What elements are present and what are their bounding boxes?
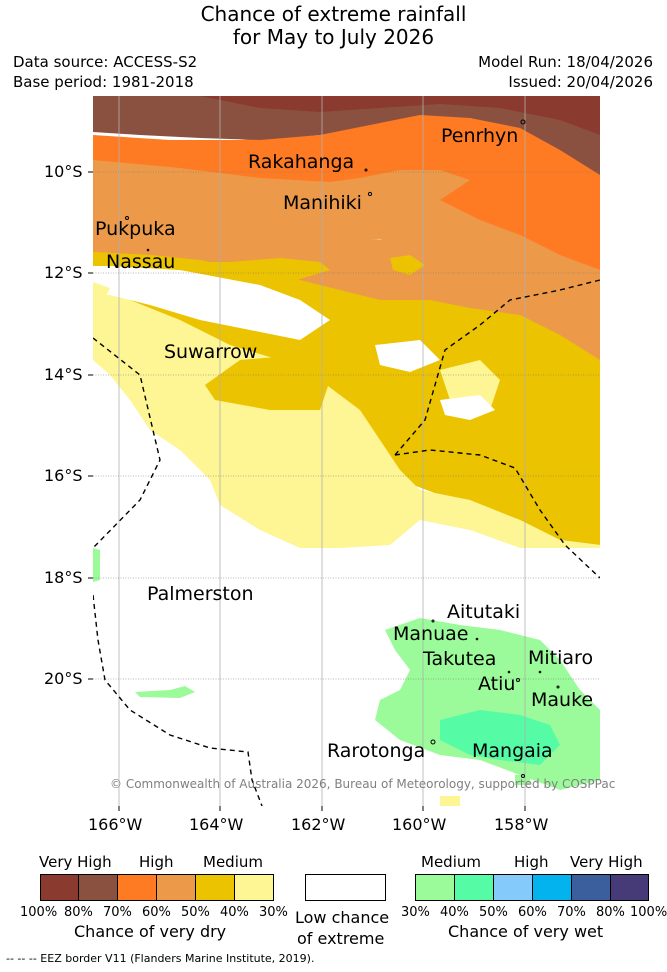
eez-note: -- -- -- EEZ border V11 (Flanders Marine… <box>6 952 315 965</box>
zone-wet-30-40-left <box>93 548 100 582</box>
swatch-dry-80-70 <box>78 874 118 901</box>
zone-dry-100-80 <box>200 96 600 135</box>
model-run: Model Run: 18/04/2026 <box>478 53 653 71</box>
lat-label-14s: 14°S <box>44 365 83 384</box>
dry-header-high: High <box>139 853 174 871</box>
lon-label-166w: 166°W <box>88 815 143 834</box>
lat-label-16s: 16°S <box>44 466 83 485</box>
lat-label-12s: 12°S <box>44 263 83 282</box>
swatch-wet-60-70 <box>532 874 572 901</box>
zone-low-patch2 <box>440 395 495 420</box>
swatch-wet-70-80 <box>571 874 611 901</box>
dry-pct-80: 80% <box>64 905 93 920</box>
map-title-line2: for May to July 2026 <box>232 25 435 49</box>
zone-dry-60-50-strip <box>93 160 470 205</box>
eez-border <box>93 279 600 806</box>
wet-header-very-high: Very High <box>570 853 643 871</box>
swatch-dry-40-30 <box>234 874 274 901</box>
place-aitutaki: Aitutaki <box>447 601 521 623</box>
zone-wet-30-40-bottom <box>515 775 530 785</box>
graticule <box>118 96 526 806</box>
place-palmerston: Palmerston <box>147 583 254 605</box>
swatch-dry-100-80 <box>40 874 79 901</box>
place-atiu: Atiu <box>478 673 516 695</box>
zone-dry-50-40-nassau <box>93 252 330 282</box>
swatch-low-chance <box>305 874 386 901</box>
wet-header-medium: Medium <box>421 853 481 871</box>
place-pukpuka: Pukpuka <box>95 218 176 240</box>
dry-caption: Chance of very dry <box>74 922 227 941</box>
wet-pct-100: 100% <box>630 905 667 920</box>
zone-wet-40-50 <box>440 710 560 765</box>
wet-pct-30: 30% <box>401 905 430 920</box>
swatch-wet-30-40 <box>415 874 455 901</box>
place-suwarrow: Suwarrow <box>164 341 258 363</box>
swatch-dry-60-50 <box>156 874 196 901</box>
zone-low-patch <box>375 340 440 372</box>
place-rakahanga: Rakahanga <box>248 151 355 173</box>
dry-header-medium: Medium <box>203 853 263 871</box>
island-outlines <box>125 119 560 778</box>
wet-pct-60: 60% <box>518 905 547 920</box>
wet-pct-40: 40% <box>440 905 469 920</box>
base-period: Base period: 1981-2018 <box>13 73 194 91</box>
place-manuae: Manuae <box>393 623 469 645</box>
swatch-dry-70-60 <box>117 874 157 901</box>
issued-date: Issued: 20/04/2026 <box>508 73 653 91</box>
map-field <box>93 96 600 806</box>
place-rarotonga: Rarotonga <box>327 740 426 762</box>
axis-ticks <box>88 171 526 811</box>
place-manihiki: Manihiki <box>283 192 362 214</box>
zone-wet-30-40-strip <box>135 686 195 698</box>
lon-label-160w: 160°W <box>392 815 447 834</box>
low-caption-line1: Low chance <box>295 908 390 927</box>
lat-label-20s: 20°S <box>44 669 83 688</box>
swatch-wet-50-60 <box>493 874 533 901</box>
lat-label-10s: 10°S <box>44 162 83 181</box>
place-takutea: Takutea <box>423 648 497 670</box>
map-credit: © Commonwealth of Australia 2026, Bureau… <box>110 777 616 791</box>
dry-header-very-high: Very High <box>39 853 112 871</box>
dry-pct-30: 30% <box>259 905 288 920</box>
lon-label-162w: 162°W <box>291 815 346 834</box>
low-caption-line2: of extreme <box>297 929 385 948</box>
lon-label-164w: 164°W <box>189 815 244 834</box>
zone-dry-50-40-patch <box>205 355 330 410</box>
swatch-dry-50-40 <box>195 874 235 901</box>
zone-low-patch3 <box>93 265 330 340</box>
place-mangaia: Mangaia <box>472 740 553 762</box>
wet-pct-80: 80% <box>596 905 625 920</box>
wet-pct-50: 50% <box>479 905 508 920</box>
zone-dry-50-40-nassau-patch <box>390 255 425 275</box>
wet-caption: Chance of very wet <box>448 922 604 941</box>
data-source: Data source: ACCESS-S2 <box>13 53 198 71</box>
dry-pct-40: 40% <box>220 905 249 920</box>
map-title-line1: Chance of extreme rainfall <box>200 2 467 26</box>
wet-header-high: High <box>514 853 549 871</box>
wet-pct-70: 70% <box>557 905 586 920</box>
place-penrhyn: Penrhyn <box>441 125 519 147</box>
swatch-wet-80-100 <box>610 874 649 901</box>
lat-label-18s: 18°S <box>44 568 83 587</box>
swatch-wet-40-50 <box>454 874 494 901</box>
dry-pct-100: 100% <box>20 905 58 920</box>
lon-label-158w: 158°W <box>494 815 549 834</box>
dry-pct-50: 50% <box>181 905 210 920</box>
place-mitiaro: Mitiaro <box>528 647 594 669</box>
place-mauke: Mauke <box>531 689 594 711</box>
zone-dry-40-30-patch2 <box>440 360 500 410</box>
zone-dry-40-30-patch4 <box>93 282 110 298</box>
dry-pct-70: 70% <box>103 905 132 920</box>
zone-dry-40-30-bottom <box>440 796 460 806</box>
dry-pct-60: 60% <box>142 905 171 920</box>
place-nassau: Nassau <box>106 251 176 273</box>
